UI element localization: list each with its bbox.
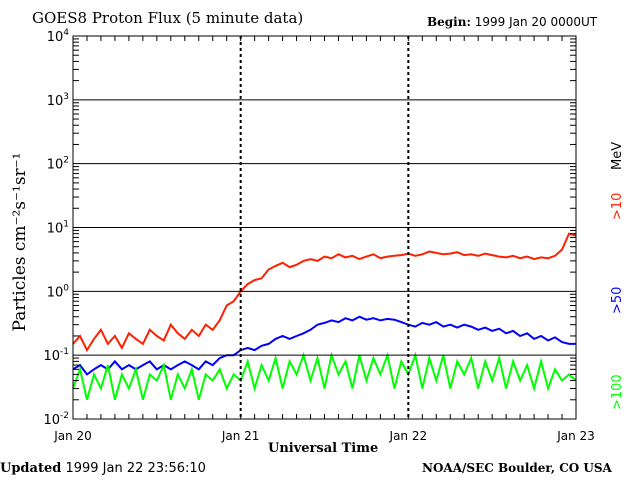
- y-tick-label: 10-2: [43, 411, 69, 428]
- y-tick-base: 10: [43, 413, 60, 428]
- series-line-0: [72, 232, 577, 353]
- legend-gt10: >10: [610, 192, 625, 220]
- x-tick-label: Jan 20: [53, 429, 92, 443]
- y-tick-base: 10: [47, 158, 64, 173]
- legend-gt100: >100: [610, 374, 625, 410]
- begin-label: Begin:: [427, 15, 471, 29]
- y-tick-base: 10: [47, 94, 64, 109]
- unit-label: MeV: [610, 141, 625, 170]
- y-tick-base: 10: [47, 285, 64, 300]
- x-tick-label: Jan 23: [556, 429, 595, 443]
- updated-time: Updated 1999 Jan 22 23:56:10: [0, 461, 206, 476]
- series-line-2: [72, 351, 577, 401]
- updated-label: Updated: [0, 461, 62, 476]
- y-tick-exponent: 4: [63, 28, 69, 38]
- x-tick-label: Jan 22: [389, 429, 428, 443]
- y-tick-exponent: 0: [63, 283, 69, 293]
- y-tick-exponent: 1: [63, 220, 69, 230]
- x-axis-label: Universal Time: [268, 441, 379, 456]
- series-line-1: [72, 315, 576, 376]
- y-tick-label: 104: [47, 28, 70, 45]
- y-axis-label: Particles cm⁻²s⁻¹sr⁻¹: [10, 152, 30, 332]
- y-tick-exponent: -1: [60, 347, 69, 357]
- y-tick-label: 102: [47, 156, 69, 173]
- chart-title: GOES8 Proton Flux (5 minute data): [32, 9, 304, 27]
- credit: NOAA/SEC Boulder, CO USA: [422, 461, 612, 475]
- y-tick-base: 10: [47, 222, 64, 237]
- y-tick-base: 10: [43, 349, 60, 364]
- begin-time: Begin: 1999 Jan 20 0000UT: [427, 15, 597, 29]
- x-tick-label: Jan 21: [221, 429, 260, 443]
- y-tick-exponent: -2: [60, 411, 69, 421]
- begin-value: 1999 Jan 20 0000UT: [474, 15, 598, 29]
- y-tick-exponent: 3: [63, 92, 69, 102]
- y-tick-exponent: 2: [63, 156, 69, 166]
- legend-gt50: >50: [610, 286, 625, 314]
- y-tick-label: 103: [47, 92, 69, 109]
- y-tick-base: 10: [47, 30, 64, 45]
- y-tick-label: 10-1: [43, 347, 69, 364]
- y-tick-label: 100: [47, 283, 70, 300]
- y-tick-label: 101: [47, 220, 69, 237]
- plot-frame: [72, 35, 577, 420]
- updated-value: 1999 Jan 22 23:56:10: [65, 461, 206, 476]
